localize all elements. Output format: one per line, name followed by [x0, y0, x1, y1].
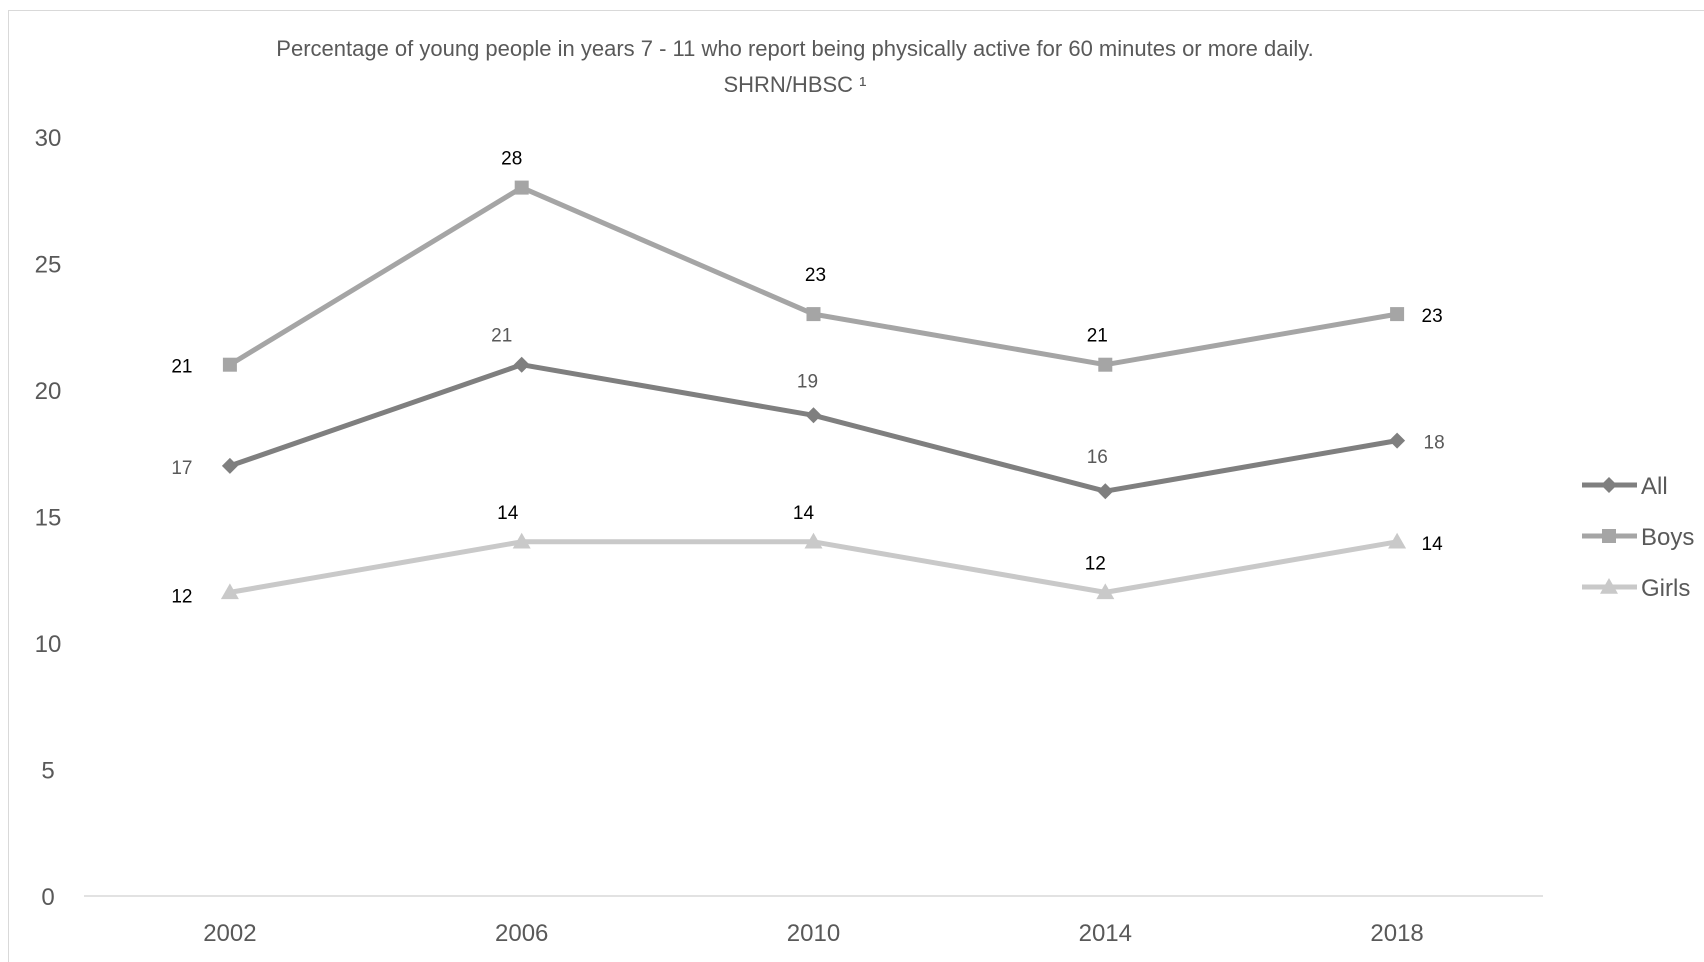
y-tick-label: 25: [35, 252, 62, 279]
data-point-girls: [1388, 532, 1407, 549]
legend-item-girls: Girls: [1582, 575, 1690, 602]
legend-marker-girls: [1600, 578, 1618, 594]
data-point-girls: [220, 583, 239, 600]
y-axis: 0 5 10 15 20 25 30: [35, 125, 62, 911]
series-markers: [220, 180, 1407, 600]
data-point-girls: [512, 532, 531, 549]
x-tick-label: 2010: [787, 920, 840, 947]
chart-subtitle: SHRN/HBSC ¹: [723, 72, 866, 97]
y-tick-label: 20: [35, 378, 62, 405]
data-label-all: 16: [1087, 447, 1108, 468]
data-label-girls: 12: [171, 586, 192, 607]
data-label-all: 18: [1424, 433, 1445, 454]
data-point-all: [221, 457, 238, 474]
x-tick-label: 2006: [495, 920, 548, 947]
legend-marker-boys: [1602, 529, 1616, 543]
data-label-girls: 14: [1422, 534, 1444, 555]
legend-item-all: All: [1582, 473, 1668, 500]
data-label-girls: 14: [793, 503, 815, 524]
legend-label-girls: Girls: [1641, 575, 1690, 602]
data-point-boys: [1390, 307, 1405, 322]
data-label-boys: 23: [1422, 306, 1443, 327]
data-label-girls: 14: [497, 503, 519, 524]
data-label-boys: 21: [171, 357, 192, 378]
x-axis: 2002 2006 2010 2014 2018: [84, 895, 1543, 947]
data-point-boys: [514, 180, 529, 195]
y-tick-label: 5: [41, 758, 54, 785]
data-point-boys: [222, 357, 237, 372]
data-point-all: [805, 407, 822, 424]
data-labels: 12 14 14 12 14 17 21 19 16 18 21 28 23 21 23: [171, 149, 1444, 608]
y-tick-label: 15: [35, 505, 62, 532]
data-label-all: 19: [797, 371, 818, 392]
y-tick-label: 30: [35, 125, 62, 152]
data-point-boys: [1098, 357, 1113, 372]
chart-title: Percentage of young people in years 7 - …: [276, 36, 1313, 61]
data-point-all: [513, 356, 530, 373]
data-point-all: [1389, 432, 1406, 449]
data-point-girls: [1096, 583, 1115, 600]
series-line-girls: [229, 539, 1398, 595]
legend-label-all: All: [1641, 473, 1668, 500]
data-point-girls: [804, 532, 823, 549]
y-tick-label: 10: [35, 631, 62, 658]
legend-label-boys: Boys: [1641, 524, 1694, 551]
chart-frame: [8, 10, 1704, 962]
data-label-boys: 21: [1087, 326, 1108, 347]
legend: All Boys Girls: [1582, 473, 1694, 602]
x-tick-label: 2002: [203, 920, 256, 947]
data-label-girls: 12: [1085, 553, 1106, 574]
data-label-boys: 23: [805, 265, 826, 286]
data-label-all: 17: [171, 458, 192, 479]
data-point-boys: [806, 307, 821, 322]
data-point-all: [1097, 483, 1114, 500]
legend-marker-all: [1601, 477, 1617, 493]
data-label-boys: 28: [501, 149, 522, 170]
x-tick-label: 2014: [1079, 920, 1132, 947]
x-tick-label: 2018: [1370, 920, 1423, 947]
data-label-all: 21: [491, 326, 512, 347]
legend-item-boys: Boys: [1582, 524, 1694, 551]
y-tick-label: 0: [41, 884, 54, 911]
